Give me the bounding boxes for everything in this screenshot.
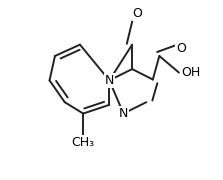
Text: O: O bbox=[176, 42, 186, 55]
Text: OH: OH bbox=[181, 66, 200, 79]
Text: O: O bbox=[133, 7, 142, 20]
Text: CH₃: CH₃ bbox=[72, 136, 95, 149]
Text: N: N bbox=[119, 107, 128, 120]
Text: N: N bbox=[105, 74, 114, 87]
